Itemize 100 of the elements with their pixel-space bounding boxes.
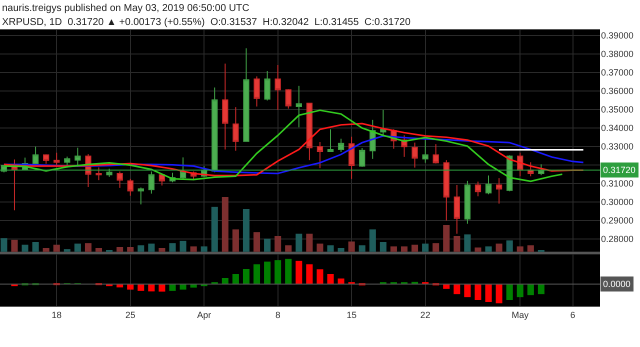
bar [485, 246, 492, 252]
candlestick [454, 184, 460, 234]
candlestick [348, 136, 355, 180]
chart-subtitle: XRPUSD, 1D 0.31720 ▲ +0.00173 (+0.55%) O:0.31537 H:0.32042 L:0.31455 C:0.31720 [2, 17, 411, 28]
ref-line-label: 0.31720 [603, 165, 636, 175]
candlestick [496, 178, 502, 204]
candlestick [264, 70, 270, 101]
candlestick [243, 48, 250, 142]
bar [180, 240, 186, 252]
bar [222, 278, 228, 284]
y-tick-label: 0.34000 [601, 123, 634, 134]
x-tick-label: Apr [197, 310, 212, 320]
candlestick [285, 88, 292, 110]
bar [454, 284, 460, 294]
bar [506, 284, 513, 300]
bar [369, 229, 376, 252]
bar [338, 278, 344, 284]
candlestick [327, 128, 334, 152]
bar [358, 245, 366, 252]
y-tick-label: 0.38000 [601, 49, 634, 60]
bar [506, 240, 513, 252]
bar [390, 246, 397, 252]
candlestick [138, 187, 144, 205]
y-tick-label: 0.39000 [601, 30, 634, 41]
bar [516, 246, 524, 252]
bar [42, 248, 50, 252]
bar [432, 243, 440, 252]
candlestick [422, 138, 428, 164]
bar [264, 238, 271, 252]
y-tick-label: 0.36000 [601, 86, 634, 96]
candlestick [64, 156, 70, 168]
bar [316, 269, 324, 284]
bar [169, 284, 176, 291]
bar [380, 242, 386, 252]
y-tick-label: 0.28000 [601, 234, 634, 244]
candlestick [474, 181, 482, 197]
bar [264, 262, 271, 284]
bar [274, 236, 282, 252]
x-tick-label: 8 [275, 310, 280, 320]
bar [22, 244, 28, 252]
y-tick-label: 0.29000 [601, 216, 634, 226]
line-series [3, 122, 584, 176]
bar [242, 268, 250, 284]
candlestick [232, 106, 239, 152]
x-tick-label: 6 [570, 310, 576, 320]
bar [232, 274, 239, 284]
candlestick [96, 166, 102, 181]
candlestick [148, 170, 155, 194]
bar [11, 240, 18, 252]
bar [443, 224, 450, 252]
bar [327, 245, 334, 252]
candlestick [485, 175, 492, 195]
bar [0, 238, 8, 252]
bar [316, 244, 324, 252]
line-series [3, 109, 564, 182]
bar [327, 274, 334, 284]
candlestick [443, 160, 450, 221]
bar [474, 284, 482, 300]
bar [158, 248, 166, 252]
bar [274, 260, 282, 284]
x-tick-label: 25 [125, 310, 136, 320]
bar [180, 284, 186, 290]
candlestick [296, 85, 302, 128]
bar [158, 284, 166, 292]
bar [338, 248, 344, 252]
bar [242, 209, 250, 252]
bar [222, 196, 228, 252]
bar [422, 244, 429, 252]
bar [148, 244, 155, 252]
bar [148, 284, 155, 292]
bar [138, 284, 144, 291]
x-tick-label: May [512, 310, 530, 320]
bar [496, 284, 502, 304]
bar [538, 284, 544, 294]
candlestick [127, 178, 134, 196]
bar [474, 248, 482, 252]
bar [306, 264, 313, 284]
bar [254, 264, 260, 284]
y-tick-label: 0.33000 [601, 142, 634, 152]
bar [285, 258, 292, 284]
bar [296, 260, 302, 284]
candlestick [74, 147, 81, 168]
bar [200, 246, 208, 252]
candlestick [316, 142, 324, 169]
bar [84, 243, 92, 252]
candlestick [306, 102, 313, 161]
bar [464, 234, 471, 252]
bar [516, 284, 524, 298]
y-tick-label: 0.31000 [601, 178, 634, 189]
bar [254, 232, 260, 252]
y-tick-label: 0.35000 [601, 104, 634, 115]
bar [232, 229, 239, 252]
bar [74, 244, 81, 252]
bar [348, 241, 355, 252]
candlestick [43, 154, 50, 164]
bar [169, 243, 176, 252]
bar [306, 234, 313, 252]
candlestick [54, 152, 60, 168]
bar [527, 284, 534, 296]
x-tick-label: 15 [346, 310, 357, 320]
